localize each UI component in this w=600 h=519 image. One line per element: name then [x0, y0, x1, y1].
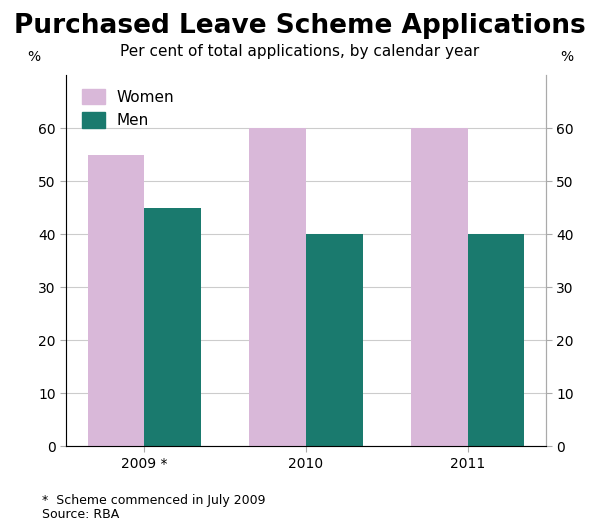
Text: Purchased Leave Scheme Applications: Purchased Leave Scheme Applications	[14, 13, 586, 39]
Bar	[411, 128, 467, 446]
Bar	[467, 234, 524, 446]
Text: *  Scheme commenced in July 2009: * Scheme commenced in July 2009	[42, 494, 265, 507]
Text: %: %	[560, 50, 573, 64]
Bar	[250, 128, 306, 446]
Text: %: %	[27, 50, 40, 64]
Legend: Women, Men: Women, Men	[76, 83, 181, 134]
Bar	[306, 234, 362, 446]
Bar	[145, 208, 201, 446]
Bar	[88, 155, 145, 446]
Text: Source: RBA: Source: RBA	[42, 508, 119, 519]
Text: Per cent of total applications, by calendar year: Per cent of total applications, by calen…	[121, 44, 479, 59]
